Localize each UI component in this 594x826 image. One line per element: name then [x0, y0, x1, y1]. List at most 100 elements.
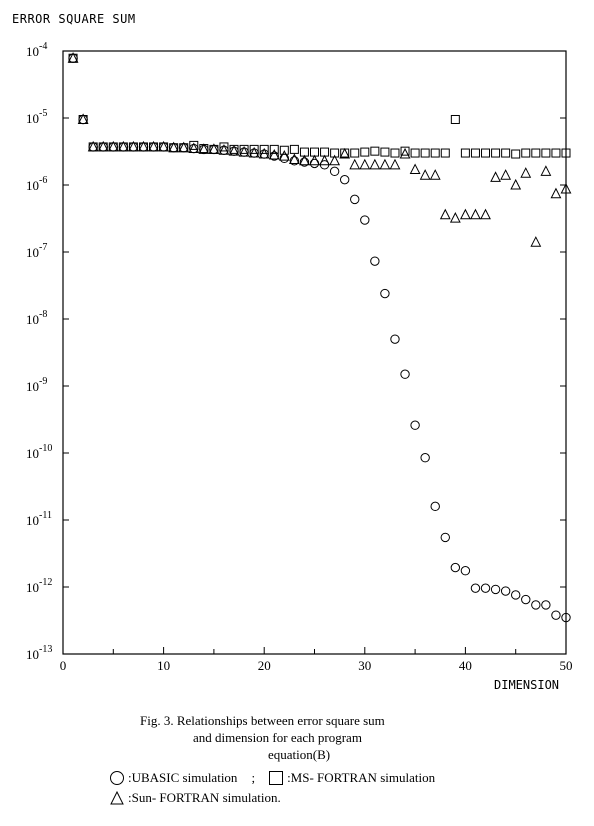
msfortran-point — [460, 148, 470, 158]
msfortran-point — [511, 149, 521, 159]
sunfortran-point — [107, 140, 119, 152]
sunfortran-point — [168, 141, 180, 153]
ubasic-point — [279, 153, 290, 164]
sunfortran-point — [238, 145, 250, 157]
msfortran-point — [330, 148, 340, 158]
sunfortran-point — [148, 140, 159, 152]
ubasic-point — [440, 532, 450, 543]
sunfortran-point — [520, 167, 532, 178]
msfortran-point — [340, 148, 350, 158]
ubasic-point — [370, 256, 380, 266]
y-tick-label: 10-9 — [26, 376, 47, 394]
sunfortran-point — [319, 154, 330, 166]
caption-line-1: Fig. 3. Relationships between error squa… — [140, 713, 385, 728]
msfortran-point — [360, 147, 370, 157]
ubasic-point — [450, 562, 461, 573]
legend-row-2: :Sun- FORTRAN simulation. — [110, 789, 281, 806]
chart-canvas: 10-4 10-5 10-6 10-7 10-8 10-9 10-10 10-11 10-12 1… — [26, 41, 573, 673]
sunfortran-point — [510, 178, 522, 190]
circle-marker-icon — [110, 770, 124, 785]
sunfortran-point — [77, 113, 89, 124]
ubasic-point — [329, 166, 340, 177]
sunfortran-point — [540, 165, 552, 176]
msfortran-point — [420, 148, 430, 158]
sunfortran-point — [158, 140, 170, 152]
x-tick-label: 50 — [560, 658, 573, 673]
legend-separator: ; — [251, 770, 256, 785]
sunfortran-point — [349, 158, 361, 170]
sunfortran-point — [178, 141, 190, 153]
sunfortran-point — [449, 212, 461, 223]
sunfortran-point — [419, 169, 431, 180]
x-tick-label: 10 — [157, 658, 170, 673]
ubasic-point — [400, 369, 410, 379]
ubasic-point — [500, 586, 511, 596]
triangle-marker-icon — [110, 790, 124, 805]
sunfortran-point — [97, 140, 109, 152]
sunfortran-point — [359, 158, 371, 170]
msfortran-point — [430, 148, 440, 158]
msfortran-point — [551, 148, 561, 158]
ubasic-point — [511, 590, 521, 600]
msfortran-point — [491, 148, 501, 158]
y-tick-label: 10-8 — [26, 309, 47, 327]
sunfortran-point — [248, 146, 260, 158]
sunfortran-point — [218, 144, 230, 155]
msfortran-point — [259, 144, 269, 154]
ubasic-point — [420, 453, 430, 463]
msfortran-point — [219, 142, 229, 152]
ubasic-point — [339, 174, 350, 185]
x-tick-label: 0 — [60, 658, 67, 673]
ubasic-point — [551, 610, 561, 620]
sunfortran-point — [429, 169, 441, 180]
msfortran-point — [531, 148, 541, 158]
msfortran-point — [450, 114, 460, 124]
square-marker-icon — [269, 770, 284, 785]
caption-line-3: equation(B) — [268, 747, 331, 762]
y-tick-label: 10-5 — [26, 108, 47, 126]
sunfortran-point — [67, 52, 79, 63]
ubasic-point — [350, 194, 360, 205]
sunfortran-point — [299, 154, 310, 166]
ubasic-point — [380, 288, 390, 299]
x-axis: 0 10 20 30 40 50 — [60, 647, 573, 673]
x-tick-label: 40 — [459, 658, 472, 673]
sunfortran-point — [500, 169, 512, 180]
ubasic-point — [430, 501, 440, 512]
msfortran-point — [541, 148, 551, 158]
y-tick-label: 10-13 — [26, 644, 52, 662]
sunfortran-point — [459, 208, 471, 220]
sunfortran-point — [530, 236, 542, 247]
sunfortran-point — [470, 208, 481, 220]
msfortran-point — [440, 148, 450, 158]
ubasic-point — [390, 334, 400, 344]
msfortran-point — [380, 147, 390, 157]
sunfortran-point — [329, 154, 341, 166]
sunfortran-point — [278, 150, 290, 161]
sunfortran-point — [288, 153, 300, 165]
legend-msfortran-label: :MS- FORTRAN simulation — [287, 770, 436, 785]
sunfortran-point — [439, 208, 451, 220]
sunfortran-point — [480, 208, 491, 220]
msfortran-point — [239, 144, 249, 154]
msfortran-point — [561, 148, 571, 158]
ubasic-point — [269, 151, 279, 161]
sunfortran-point — [339, 147, 351, 159]
msfortran-point — [400, 146, 410, 156]
msfortran-point — [350, 148, 360, 158]
sunfortran-point — [198, 143, 210, 154]
sunfortran-point — [490, 171, 501, 182]
msfortran-point — [501, 148, 511, 158]
ubasic-point — [521, 594, 531, 605]
ubasic-point — [480, 583, 491, 593]
msfortran-point — [390, 148, 400, 158]
y-tick-label: 10-11 — [26, 510, 52, 528]
ubasic-point — [531, 600, 541, 610]
sunfortran-point — [228, 145, 240, 156]
caption-line-2: and dimension for each program — [193, 730, 362, 745]
msfortran-point — [189, 140, 199, 150]
legend-sunfortran-label: :Sun- FORTRAN simulation. — [128, 790, 281, 805]
ubasic-point — [410, 420, 420, 430]
ubasic-point — [561, 612, 571, 623]
ubasic-point — [541, 600, 551, 610]
